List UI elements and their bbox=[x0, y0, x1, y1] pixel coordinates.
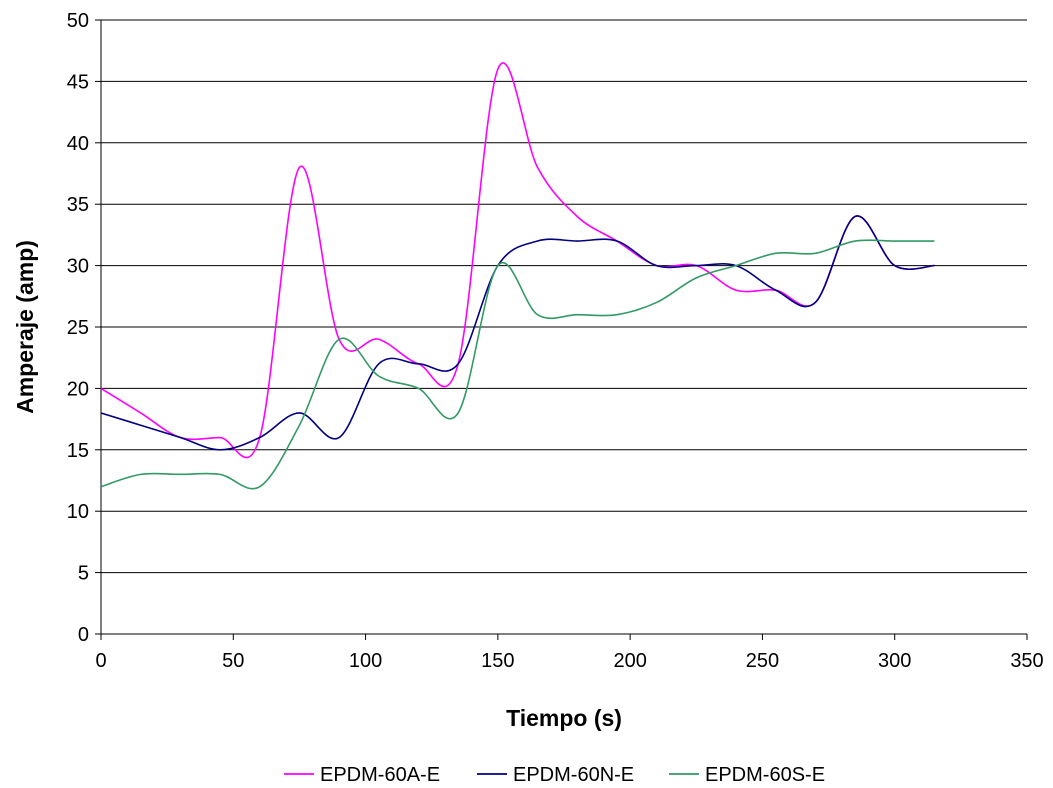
x-tick-label: 250 bbox=[746, 650, 779, 672]
x-tick-label: 150 bbox=[481, 650, 514, 672]
x-tick-label: 200 bbox=[613, 650, 646, 672]
series-line-epdm-60a-e bbox=[100, 62, 935, 459]
y-tick-label: 5 bbox=[78, 563, 89, 585]
y-tick-label: 35 bbox=[67, 194, 89, 216]
x-tick-label: 100 bbox=[349, 650, 382, 672]
legend-label-epdm-60a-e: EPDM-60A-E bbox=[320, 764, 440, 786]
y-tick-label: 10 bbox=[67, 501, 89, 523]
gridlines bbox=[101, 19, 1027, 574]
legend-label-epdm-60s-e: EPDM-60S-E bbox=[705, 764, 825, 786]
y-tick-label: 30 bbox=[67, 256, 89, 278]
y-tick-label: 25 bbox=[67, 317, 89, 339]
y-tick-label: 50 bbox=[67, 10, 89, 32]
y-tick-label: 45 bbox=[67, 71, 89, 93]
y-tick-label: 40 bbox=[67, 133, 89, 155]
series-line-epdm-60n-e bbox=[100, 215, 935, 451]
tick-labels: 0 5 10 15 20 25 30 35 40 45 50 0 50 100 150 200 250 300 35… bbox=[67, 10, 1044, 672]
series-line-epdm-60s-e bbox=[100, 239, 935, 490]
x-tick-label: 0 bbox=[95, 650, 106, 672]
y-tick-label: 0 bbox=[78, 624, 89, 646]
x-tick-label: 300 bbox=[878, 650, 911, 672]
y-axis-title: Amperaje (amp) bbox=[12, 240, 38, 414]
y-tick-label: 20 bbox=[67, 378, 89, 400]
legend-label-epdm-60n-e: EPDM-60N-E bbox=[513, 764, 634, 786]
axes bbox=[95, 19, 1028, 640]
y-tick-label: 15 bbox=[67, 440, 89, 462]
x-tick-label: 350 bbox=[1010, 650, 1043, 672]
series-lines bbox=[100, 62, 935, 490]
x-axis-title: Tiempo (s) bbox=[506, 705, 622, 731]
x-tick-label: 50 bbox=[222, 650, 244, 672]
legend: EPDM-60A-E EPDM-60N-E EPDM-60S-E bbox=[284, 764, 825, 786]
